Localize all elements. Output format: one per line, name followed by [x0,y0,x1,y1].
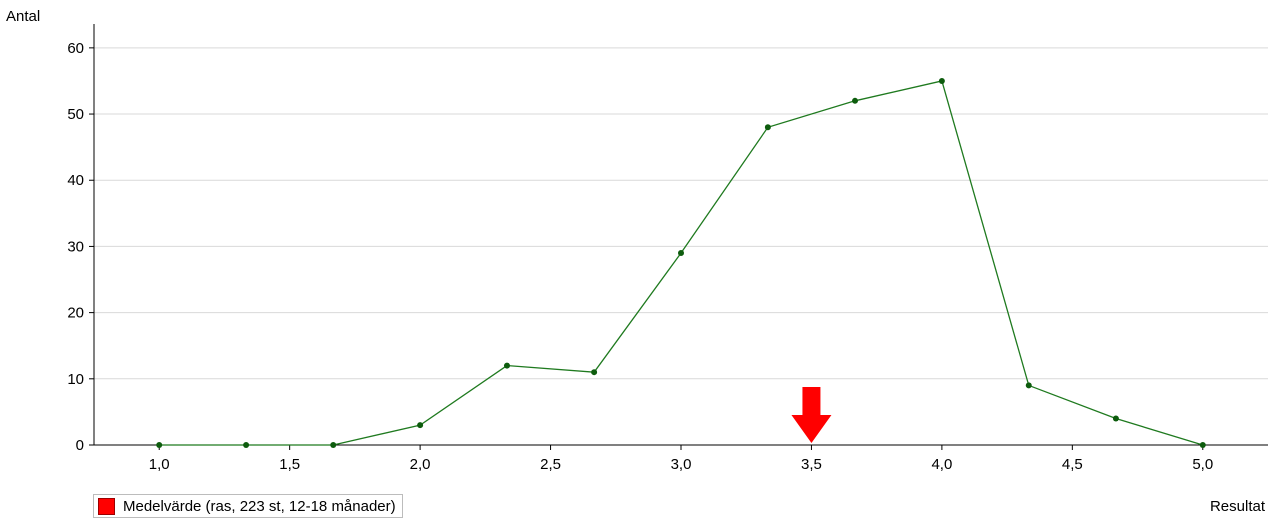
data-point [678,250,684,257]
y-tick-label: 40 [67,172,84,189]
data-point [938,77,945,84]
gridlines [94,47,1268,380]
x-tick-label: 3,5 [801,456,822,473]
x-tick-label: 4,5 [1062,456,1083,473]
mean-marker [791,387,832,443]
x-axis-label: Resultat [1209,498,1265,515]
data-point [591,369,598,376]
y-tick-label: 10 [67,371,84,388]
x-tick-label: 1,5 [279,456,300,473]
y-tick-label: 0 [76,437,84,454]
data-point [243,442,250,448]
legend: Medelvärde (ras, 223 st, 12-18 månader) [93,494,403,518]
y-tick-label: 30 [67,238,84,255]
x-tick-label: 2,5 [540,456,561,473]
data-point [330,442,337,448]
data-point [156,442,163,448]
data-point [417,422,424,429]
y-tick-label: 20 [67,305,84,322]
data-point [1112,415,1119,422]
axes [89,24,1268,450]
mean-arrow [791,387,832,443]
legend-label: Medelvärde (ras, 223 st, 12-18 månader) [123,497,396,515]
y-tick-label: 50 [67,106,84,123]
x-tick-label: 4,0 [931,456,952,473]
x-tick-labels: 1,0 1,5 2,0 2,5 3,0 3,5 4,0 4,5 5,0 [149,456,1213,473]
legend-swatch [98,497,115,515]
y-axis-label: Antal [6,8,41,25]
series-line [159,80,1203,446]
x-tick-label: 3,0 [671,456,692,473]
y-tick-labels: 0 10 20 30 40 50 60 [67,40,84,454]
series-group [156,77,1206,448]
y-tick-label: 60 [67,40,84,57]
x-tick-label: 2,0 [410,456,431,473]
data-point [764,124,771,131]
x-tick-label: 1,0 [149,456,170,473]
data-point [503,362,510,369]
data-point [852,97,859,104]
x-tick-label: 5,0 [1192,456,1213,473]
data-point [1199,442,1206,448]
data-point [1025,382,1032,389]
